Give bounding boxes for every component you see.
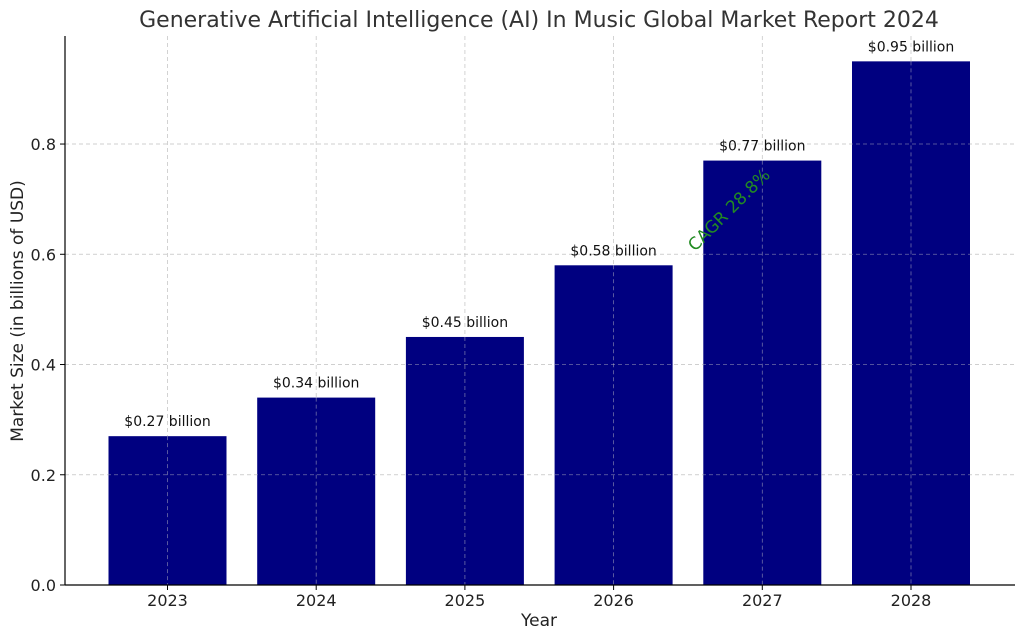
y-tick-label: 0.0 [31, 576, 56, 595]
data-label-2026: $0.58 billion [570, 243, 656, 259]
data-labels-layer: $0.27 billion $0.34 billion $0.45 billion $… [124, 39, 954, 430]
x-tick-label: 2023 [147, 591, 188, 610]
data-label-2028: $0.95 billion [868, 39, 954, 55]
bars-layer [65, 61, 1015, 586]
data-label-2027: $0.77 billion [719, 139, 805, 155]
chart-title: Generative Artificial Intelligence (AI) … [139, 8, 939, 33]
x-axis-title: Year [520, 611, 557, 631]
y-tick-label: 0.2 [31, 466, 56, 485]
x-tick-label: 2026 [593, 591, 634, 610]
bar-2026 [554, 265, 673, 585]
data-label-2025: $0.45 billion [422, 315, 508, 331]
data-label-2023: $0.27 billion [124, 414, 210, 430]
x-tick-label: 2025 [445, 591, 486, 610]
y-tick-label: 0.8 [31, 135, 56, 154]
x-tick-label: 2027 [742, 591, 783, 610]
y-tick-label: 0.4 [31, 356, 56, 375]
data-label-2024: $0.34 billion [273, 376, 359, 392]
axes-layer: 0.0 0.2 0.4 0.6 0.8 2023 2024 2025 2026 2027 2028 [31, 36, 1015, 610]
y-tick-label: 0.6 [31, 245, 56, 264]
y-axis-title: Market Size (in billions of USD) [8, 180, 28, 442]
x-tick-label: 2024 [296, 591, 337, 610]
x-tick-label: 2028 [891, 591, 932, 610]
